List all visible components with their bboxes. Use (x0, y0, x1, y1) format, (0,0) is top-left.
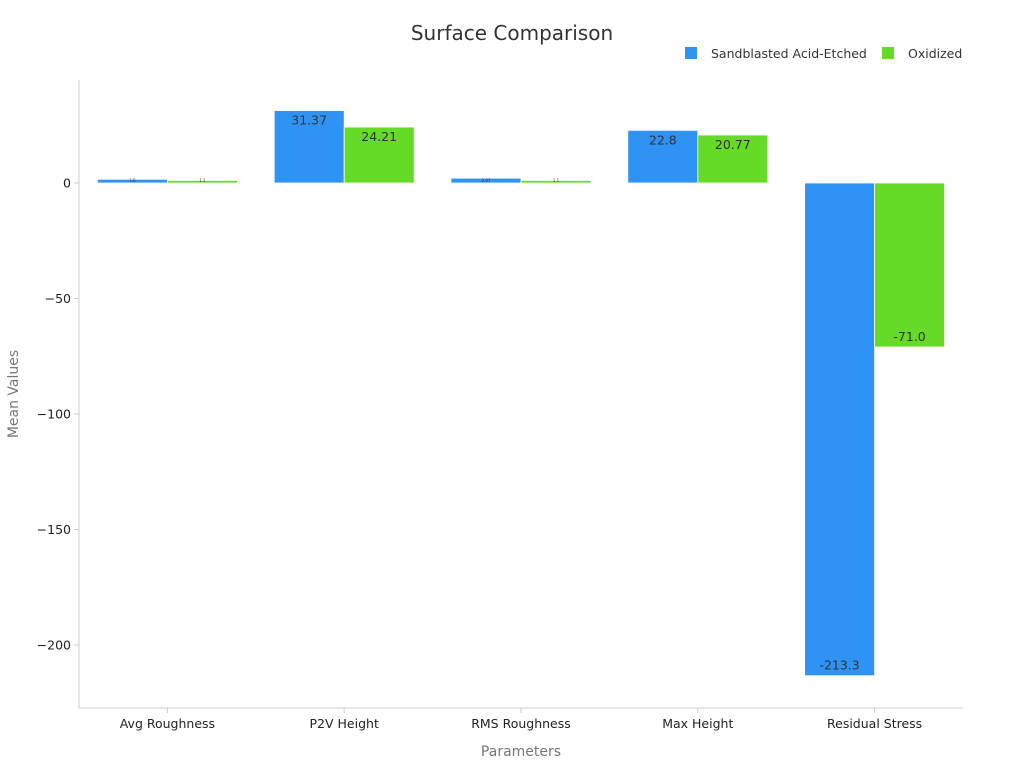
x-tick-label: Max Height (662, 716, 733, 731)
legend: Sandblasted Acid-Etched Oxidized (685, 46, 962, 61)
y-axis-title: Mean Values (6, 350, 22, 438)
y-ticks: 0 −50 −100 −150 −200 (37, 176, 79, 653)
x-axis-title: Parameters (481, 744, 561, 760)
y-tick-label: 0 (63, 176, 71, 191)
bar (166, 180, 238, 184)
x-tick-label: Residual Stress (827, 716, 922, 731)
bar-value-label: -213.3 (819, 658, 859, 673)
bars (97, 110, 945, 677)
legend-label-sandblasted: Sandblasted Acid-Etched (711, 46, 867, 61)
bar-value-label: 1.1 (199, 178, 206, 183)
bar (804, 182, 875, 677)
x-ticks: Avg Roughness P2V Height RMS Roughness Max … (120, 708, 922, 731)
y-tick-label: −200 (37, 638, 71, 653)
y-tick-label: −50 (45, 291, 71, 306)
bar-labels: 1.6 1.1 31.37 24.21 2.07 1.1 22.8 20.77 -213.3 -7… (129, 113, 926, 673)
bar-value-label: 1.1 (553, 178, 560, 183)
bar (627, 129, 699, 184)
y-tick-label: −100 (37, 407, 71, 422)
x-tick-label: P2V Height (310, 716, 379, 731)
legend-swatch-oxidized (882, 47, 894, 59)
bar-value-label: 1.6 (129, 178, 136, 183)
bar-value-label: -71.0 (893, 329, 925, 344)
bar (343, 126, 415, 184)
bar (697, 134, 769, 184)
chart-title: Surface Comparison (411, 21, 613, 45)
bar-value-label: 31.37 (291, 113, 327, 128)
legend-label-oxidized: Oxidized (908, 46, 962, 61)
bar (273, 110, 345, 184)
y-tick-label: −150 (37, 522, 71, 537)
bar-value-label: 2.07 (482, 178, 491, 183)
bar (520, 180, 592, 184)
legend-swatch-sandblasted (685, 47, 697, 59)
bar (874, 182, 945, 348)
x-tick-label: RMS Roughness (471, 716, 571, 731)
bar-value-label: 22.8 (649, 132, 677, 147)
x-tick-label: Avg Roughness (120, 716, 215, 731)
bar-value-label: 20.77 (715, 137, 751, 152)
bar-value-label: 24.21 (361, 129, 397, 144)
